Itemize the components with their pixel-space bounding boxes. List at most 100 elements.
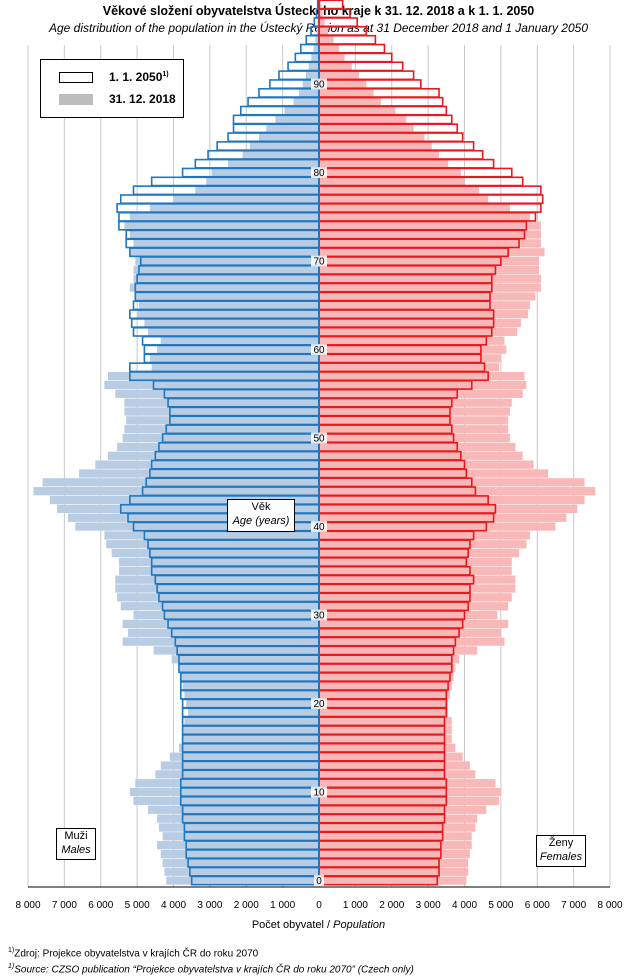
bar-2018-female (319, 734, 452, 744)
legend: 1. 1. 20501) 31. 12. 2018 (40, 59, 184, 118)
bar-2018-male (293, 97, 319, 106)
x-tick-label: 8 000 (597, 900, 622, 911)
bar-2018-male (228, 159, 319, 168)
bar-2018-female (319, 761, 470, 770)
bar-2018-female (319, 717, 452, 726)
bar-2018-male (133, 610, 319, 620)
bar-2018-female (319, 106, 396, 115)
bar-2018-female (319, 690, 450, 699)
bar-2018-male (313, 44, 319, 53)
bar-2018-female (319, 770, 476, 779)
bar-2018-male (129, 230, 319, 239)
bar-2018-male (160, 849, 319, 859)
bar-2018-female (319, 849, 470, 859)
bar-2018-female (319, 487, 596, 496)
age-label-cz: Věk (251, 501, 271, 513)
bar-2018-female (319, 752, 463, 761)
bar-2018-female (319, 26, 329, 36)
bar-2018-female (319, 442, 516, 452)
bar-2018-female (319, 841, 472, 850)
bar-2018-male (104, 380, 319, 390)
bar-2018-female (319, 398, 512, 407)
bar-2018-female (319, 239, 541, 248)
bar-2018-male (115, 389, 319, 398)
y-tick-label: 60 (313, 345, 325, 356)
bar-2018-male (135, 256, 319, 266)
bar-2018-female (319, 655, 460, 664)
males-label-en: Males (61, 844, 91, 856)
x-tick-label: 5 000 (125, 900, 150, 911)
bar-2018-male (182, 726, 319, 735)
x-axis-label-cz: Počet obyvatel (251, 919, 324, 931)
bar-2018-female (319, 44, 340, 53)
bar-2018-male (118, 566, 319, 575)
bar-2018-male (133, 796, 319, 806)
bar-2018-female (319, 327, 518, 336)
bar-2018-female (319, 124, 414, 133)
x-tick-label: 1 000 (270, 900, 295, 911)
y-tick-bg (311, 609, 327, 621)
bar-2018-male (108, 372, 320, 381)
bar-2018-female (319, 478, 585, 487)
bar-2018-male (155, 770, 319, 779)
y-tick-label: 10 (313, 788, 325, 799)
bar-2018-female (319, 796, 500, 806)
bar-2018-male (184, 690, 319, 699)
bar-2018-male (124, 398, 319, 407)
bar-2018-female (319, 699, 449, 708)
bar-2018-female (319, 372, 525, 381)
footnote-cz: 1)Zdroj: Projekce obyvatelstva v krajích… (8, 947, 259, 960)
x-tick-label: 7 000 (561, 900, 586, 911)
x-tick-label: 8 000 (15, 900, 40, 911)
bar-2018-male (133, 265, 319, 275)
bar-2018-female (319, 416, 509, 425)
bar-2018-female (319, 354, 501, 363)
x-tick-label: 7 000 (52, 900, 77, 911)
bar-2018-male (258, 133, 319, 142)
bar-2018-male (124, 221, 319, 230)
bar-2018-female (319, 88, 374, 98)
males-label-cz: Muži (64, 830, 88, 842)
bar-2018-female (319, 637, 505, 646)
bar-2018-female (319, 619, 509, 629)
bar-2018-male (178, 664, 319, 673)
bar-2018-female (319, 495, 585, 505)
bar-2018-male (126, 416, 320, 425)
legend-swatch-2018 (59, 93, 93, 105)
bar-2018-female (319, 787, 501, 797)
bar-2018-male (153, 646, 319, 655)
bar-2018-female (319, 168, 461, 177)
bar-2018-male (315, 35, 319, 44)
y-tick-label: 80 (313, 168, 325, 179)
bar-2018-male (171, 655, 319, 664)
bar-2018-female (319, 159, 449, 168)
bar-2018-male (135, 292, 319, 301)
bar-2018-male (157, 814, 319, 823)
x-tick-label: 2 000 (234, 900, 259, 911)
bar-2018-male (111, 549, 319, 558)
y-tick-bg (311, 432, 327, 444)
bar-2018-female (319, 708, 449, 717)
bar-2018-female (319, 584, 516, 593)
bar-2018-female (319, 345, 507, 354)
age-axis-label: Věk Age (years) (227, 499, 295, 532)
bar-2018-female (319, 602, 509, 611)
y-tick-bg (311, 786, 327, 798)
bar-2018-female (319, 540, 527, 549)
bar-2018-female (319, 35, 334, 44)
bar-2018-male (162, 832, 319, 841)
bar-2018-male (129, 212, 319, 221)
bar-2018-male (42, 478, 320, 487)
bar-2018-female (319, 53, 345, 62)
y-tick-label: 90 (313, 80, 325, 91)
bar-2018-female (319, 814, 478, 823)
bar-2018-male (135, 779, 319, 788)
bar-2018-male (124, 425, 319, 434)
bar-2018-male (144, 318, 319, 328)
x-tick-label: 4 000 (452, 900, 477, 911)
bar-2018-female (319, 363, 500, 372)
bar-2018-male (104, 531, 319, 540)
bar-2050-female (318, 8, 351, 19)
bar-2018-female (319, 681, 452, 690)
x-tick-label: 6 000 (88, 900, 113, 911)
